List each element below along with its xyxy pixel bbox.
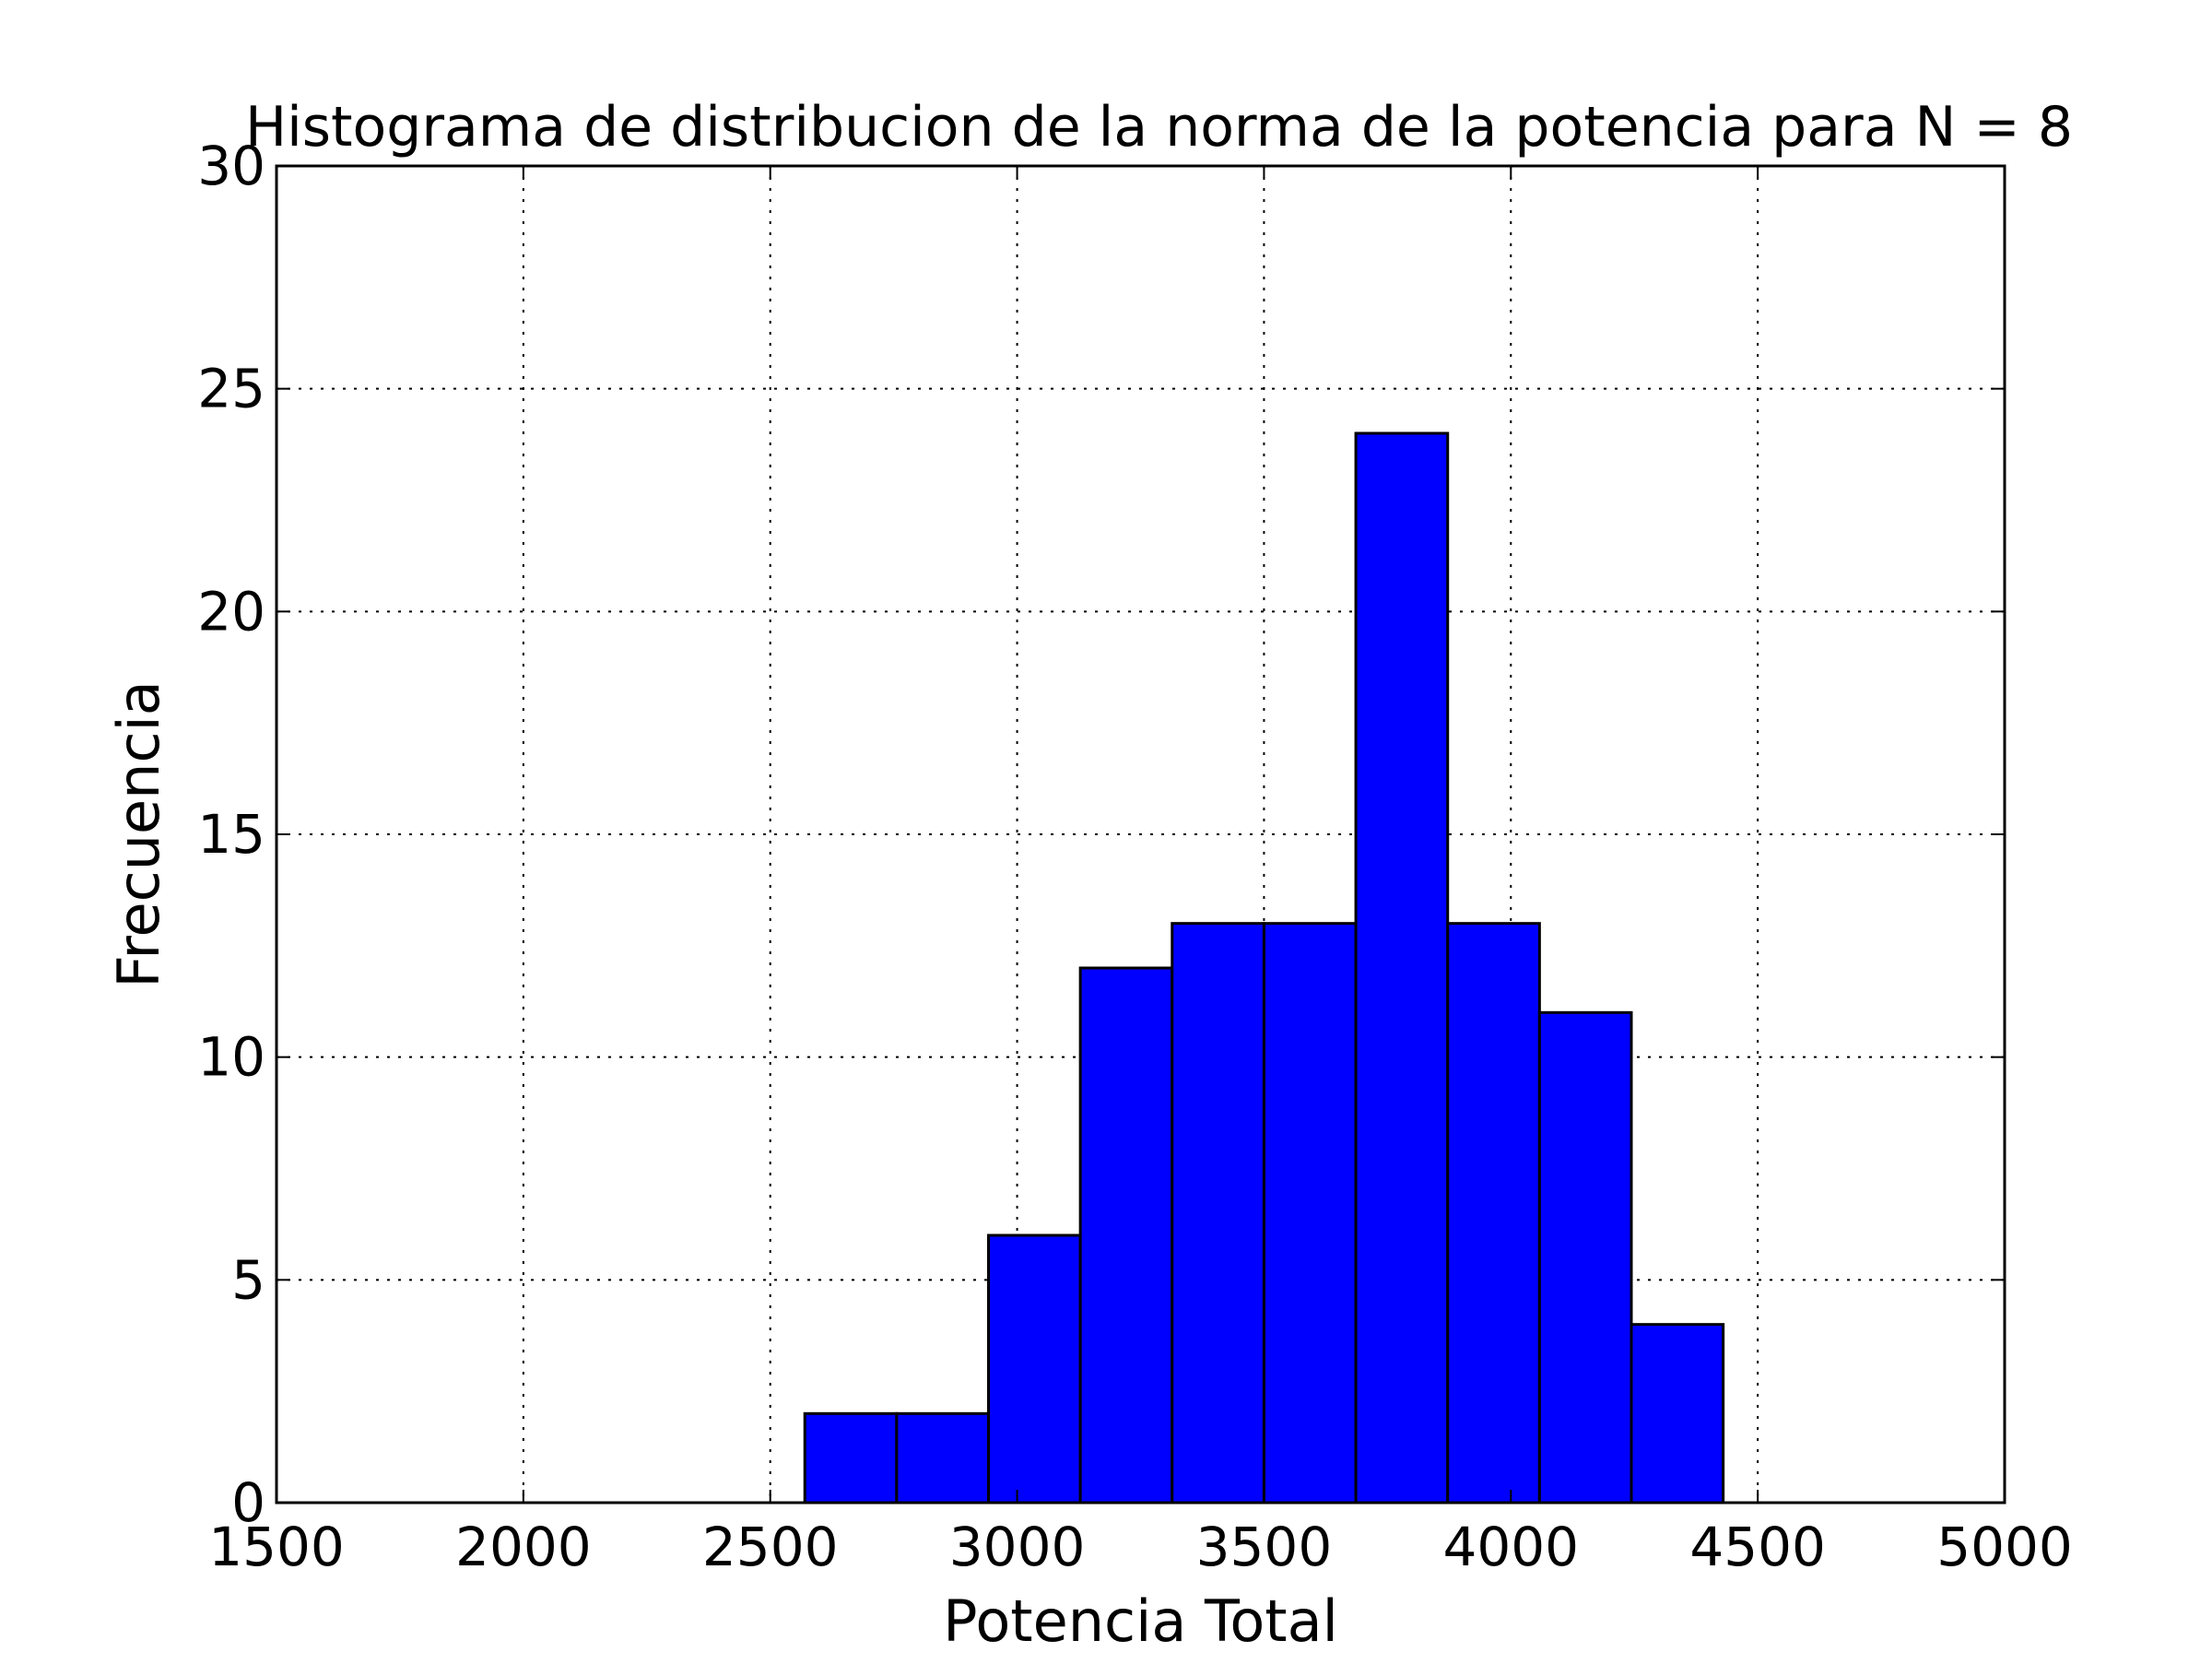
x-tick-label: 4000 [1442, 1516, 1579, 1578]
y-tick-label: 30 [197, 135, 265, 197]
y-tick-label: 25 [197, 358, 265, 420]
histogram-bar [1171, 922, 1265, 1505]
x-tick-label: 1500 [208, 1516, 345, 1578]
histogram-bar [1262, 922, 1358, 1505]
histogram-bar [895, 1411, 990, 1505]
x-tick-label: 4500 [1689, 1516, 1826, 1578]
tick-layer: 1500 2000 2500 3000 3500 4000 4500 5000 0 5 10 15 20… [197, 135, 2073, 1578]
histogram-bar [803, 1411, 899, 1505]
x-tick-label: 3500 [1196, 1516, 1333, 1578]
y-tick-label: 15 [197, 803, 265, 866]
x-tick-label: 3000 [949, 1516, 1086, 1578]
x-tick-label: 2500 [702, 1516, 839, 1578]
histogram-bar [1446, 922, 1541, 1505]
histogram-bar [1078, 966, 1174, 1505]
histogram-bar [987, 1233, 1082, 1505]
x-tick-label: 5000 [1936, 1516, 2073, 1578]
x-axis-label: Potencia Total [943, 1587, 1338, 1655]
x-tick-label: 2000 [455, 1516, 592, 1578]
y-tick-label: 10 [197, 1026, 265, 1089]
histogram-bar [1354, 431, 1450, 1505]
chart-title: Histograma de distribucion de la norma d… [245, 95, 2073, 159]
histogram-bar [1537, 1010, 1633, 1505]
y-tick-label: 0 [231, 1471, 265, 1534]
grid-layer [276, 166, 2005, 1503]
y-tick-label: 20 [197, 580, 265, 643]
bar-layer [803, 431, 1725, 1505]
y-tick-label: 5 [231, 1248, 265, 1311]
histogram-bar [1630, 1323, 1725, 1505]
y-axis-label: Frecuencia [105, 680, 172, 988]
